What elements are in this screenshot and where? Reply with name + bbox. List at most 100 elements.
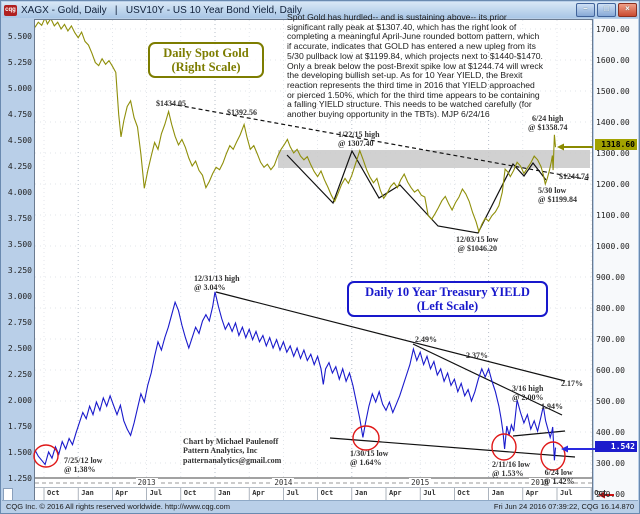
x-axis-month: Oct (594, 489, 607, 497)
left-axis-tick: 5.000 (7, 83, 32, 93)
chart-annotation: 2.37% (466, 351, 488, 360)
scroll-right-arrow (598, 491, 605, 499)
chart-annotation: $1434.05 (156, 99, 186, 108)
right-axis-tick: 400.00 (596, 427, 625, 437)
analyst-commentary: Spot Gold has hurdled-- and is sustainin… (287, 12, 544, 120)
right-axis-tick: 1100.00 (596, 210, 630, 220)
left-axis-tick: 1.750 (7, 421, 32, 431)
left-axis-tick: 4.000 (7, 187, 32, 197)
right-axis-tick: 900.00 (596, 272, 625, 282)
x-axis-month: Jan (354, 489, 368, 497)
low-marker-circle (33, 444, 59, 468)
x-axis-year: 2014 (272, 477, 295, 487)
right-axis-tick: 1500.00 (596, 86, 630, 96)
left-axis-tick: 3.500 (7, 239, 32, 249)
x-axis-month: Apr (525, 489, 539, 497)
app-icon: cqg (4, 4, 17, 16)
right-axis-tick: 200.00 (596, 489, 625, 499)
right-axis-tick: 1200.00 (596, 179, 630, 189)
yield-current-arrow (561, 445, 568, 453)
chart-annotation: 1.94% (541, 402, 563, 411)
left-axis-tick: 2.500 (7, 343, 32, 353)
right-axis-tick: 1700.00 (596, 24, 630, 34)
x-axis-month: Oct (47, 489, 60, 497)
right-axis-tick: 500.00 (596, 396, 625, 406)
chart-annotation: 2/11/16 low @ 1.53% (492, 460, 531, 479)
window-title: XAGX - Gold, Daily | USV10Y - US 10 Year… (21, 4, 302, 16)
yield-series-title: Daily 10 Year Treasury YIELD (Left Scale… (347, 281, 548, 317)
right-axis-tick: 600.00 (596, 365, 625, 375)
chart-annotation: $1244.74 (559, 172, 589, 181)
chart-annotation: 12/03/15 low @ $1046.20 (456, 235, 499, 254)
x-axis-month: Jul (149, 489, 163, 497)
chart-annotation: 6/24 high @ $1358.74 (528, 114, 568, 133)
left-axis-tick: 5.250 (7, 57, 32, 67)
gold-series-line (35, 20, 557, 234)
chart-annotation: Chart by Michael Paulenoff Pattern Analy… (183, 437, 282, 465)
chart-annotation: 3/16 high @ 2.00% (512, 384, 544, 403)
right-axis-tick: 700.00 (596, 334, 625, 344)
right-axis-tick: 1300.00 (596, 148, 630, 158)
x-axis-month: Oct (183, 489, 197, 497)
timestamp-text: Fri Jun 24 2016 07:39:22, CQG 16.14.870 (493, 502, 634, 511)
left-axis-tick: 4.750 (7, 109, 32, 119)
gold-last-price-badge: 1318.60 (595, 139, 637, 150)
trendline (215, 291, 566, 382)
left-axis-tick: 4.250 (7, 161, 32, 171)
x-axis-month: Apr (252, 489, 265, 497)
chart-annotation: 12/31/13 high @ 3.04% (194, 274, 240, 293)
chart-annotation: 1/30/15 low @ 1.64% (350, 449, 389, 468)
left-axis-tick: 2.000 (7, 395, 32, 405)
left-axis-tick: 1.250 (7, 473, 32, 483)
right-axis-tick: 1000.00 (596, 241, 630, 251)
trendline (512, 430, 566, 437)
right-axis-tick: 1400.00 (596, 117, 630, 127)
chart-annotation: 6/24 low @ 1.42% (543, 468, 575, 487)
x-axis-month: Apr (389, 489, 402, 497)
chart-annotation: 7/25/12 low @ 1.38% (64, 456, 103, 475)
resistance-band (278, 150, 590, 168)
x-axis-year: 2015 (409, 477, 432, 487)
chart-annotation: 1/22/15 high @ 1307.40 (338, 130, 380, 149)
left-axis-tick: 3.250 (7, 265, 32, 275)
status-bar: CQG Inc. © 2016 All rights reserved worl… (2, 500, 638, 512)
chart-annotation: 5/30 low @ $1199.84 (538, 186, 577, 205)
x-axis-month: Jul (286, 489, 300, 497)
right-axis-tick: 300.00 (596, 458, 625, 468)
trendline (286, 149, 547, 234)
x-axis-month: Jan (491, 489, 505, 497)
low-marker-circle (491, 433, 517, 461)
x-axis-month: Jul (560, 489, 573, 497)
x-axis-month: Jul (423, 489, 436, 497)
x-axis-year: 2016 (528, 477, 551, 487)
chart-annotation: 2.17% (561, 379, 583, 388)
left-axis-tick: 3.750 (7, 213, 32, 223)
copyright-text: CQG Inc. © 2016 All rights reserved worl… (6, 502, 230, 511)
title-bar[interactable]: cqg XAGX - Gold, Daily | USV10Y - US 10 … (2, 2, 638, 18)
left-axis-tick: 2.250 (7, 369, 32, 379)
chart-plot-background (34, 19, 593, 501)
x-axis-year: 2013 (135, 477, 158, 487)
gold-current-arrow (557, 143, 564, 151)
trendline (412, 343, 563, 416)
maximize-button[interactable]: □ (597, 3, 616, 17)
gold-series-title: Daily Spot Gold (Right Scale) (148, 42, 264, 78)
dashed-trendline (170, 103, 591, 181)
left-axis-tick: 1.500 (7, 447, 32, 457)
left-axis-tick: 3.000 (7, 291, 32, 301)
x-axis-month: Apr (115, 489, 129, 497)
yield-series-line (35, 291, 557, 466)
x-axis-month: Jan (218, 489, 231, 497)
low-marker-circle (352, 425, 380, 451)
chart-annotation: 2.49% (415, 335, 437, 344)
right-axis-gutter (594, 19, 638, 501)
left-axis-tick: 4.500 (7, 135, 32, 145)
x-axis-month: Oct (320, 489, 334, 497)
minimize-button[interactable]: – (576, 3, 595, 17)
close-button[interactable]: × (618, 3, 637, 17)
right-axis-tick: 1600.00 (596, 55, 630, 65)
chart-annotation: $1392.56 (227, 108, 257, 117)
left-axis-tick: 2.750 (7, 317, 32, 327)
left-axis-tick: 5.500 (7, 31, 32, 41)
